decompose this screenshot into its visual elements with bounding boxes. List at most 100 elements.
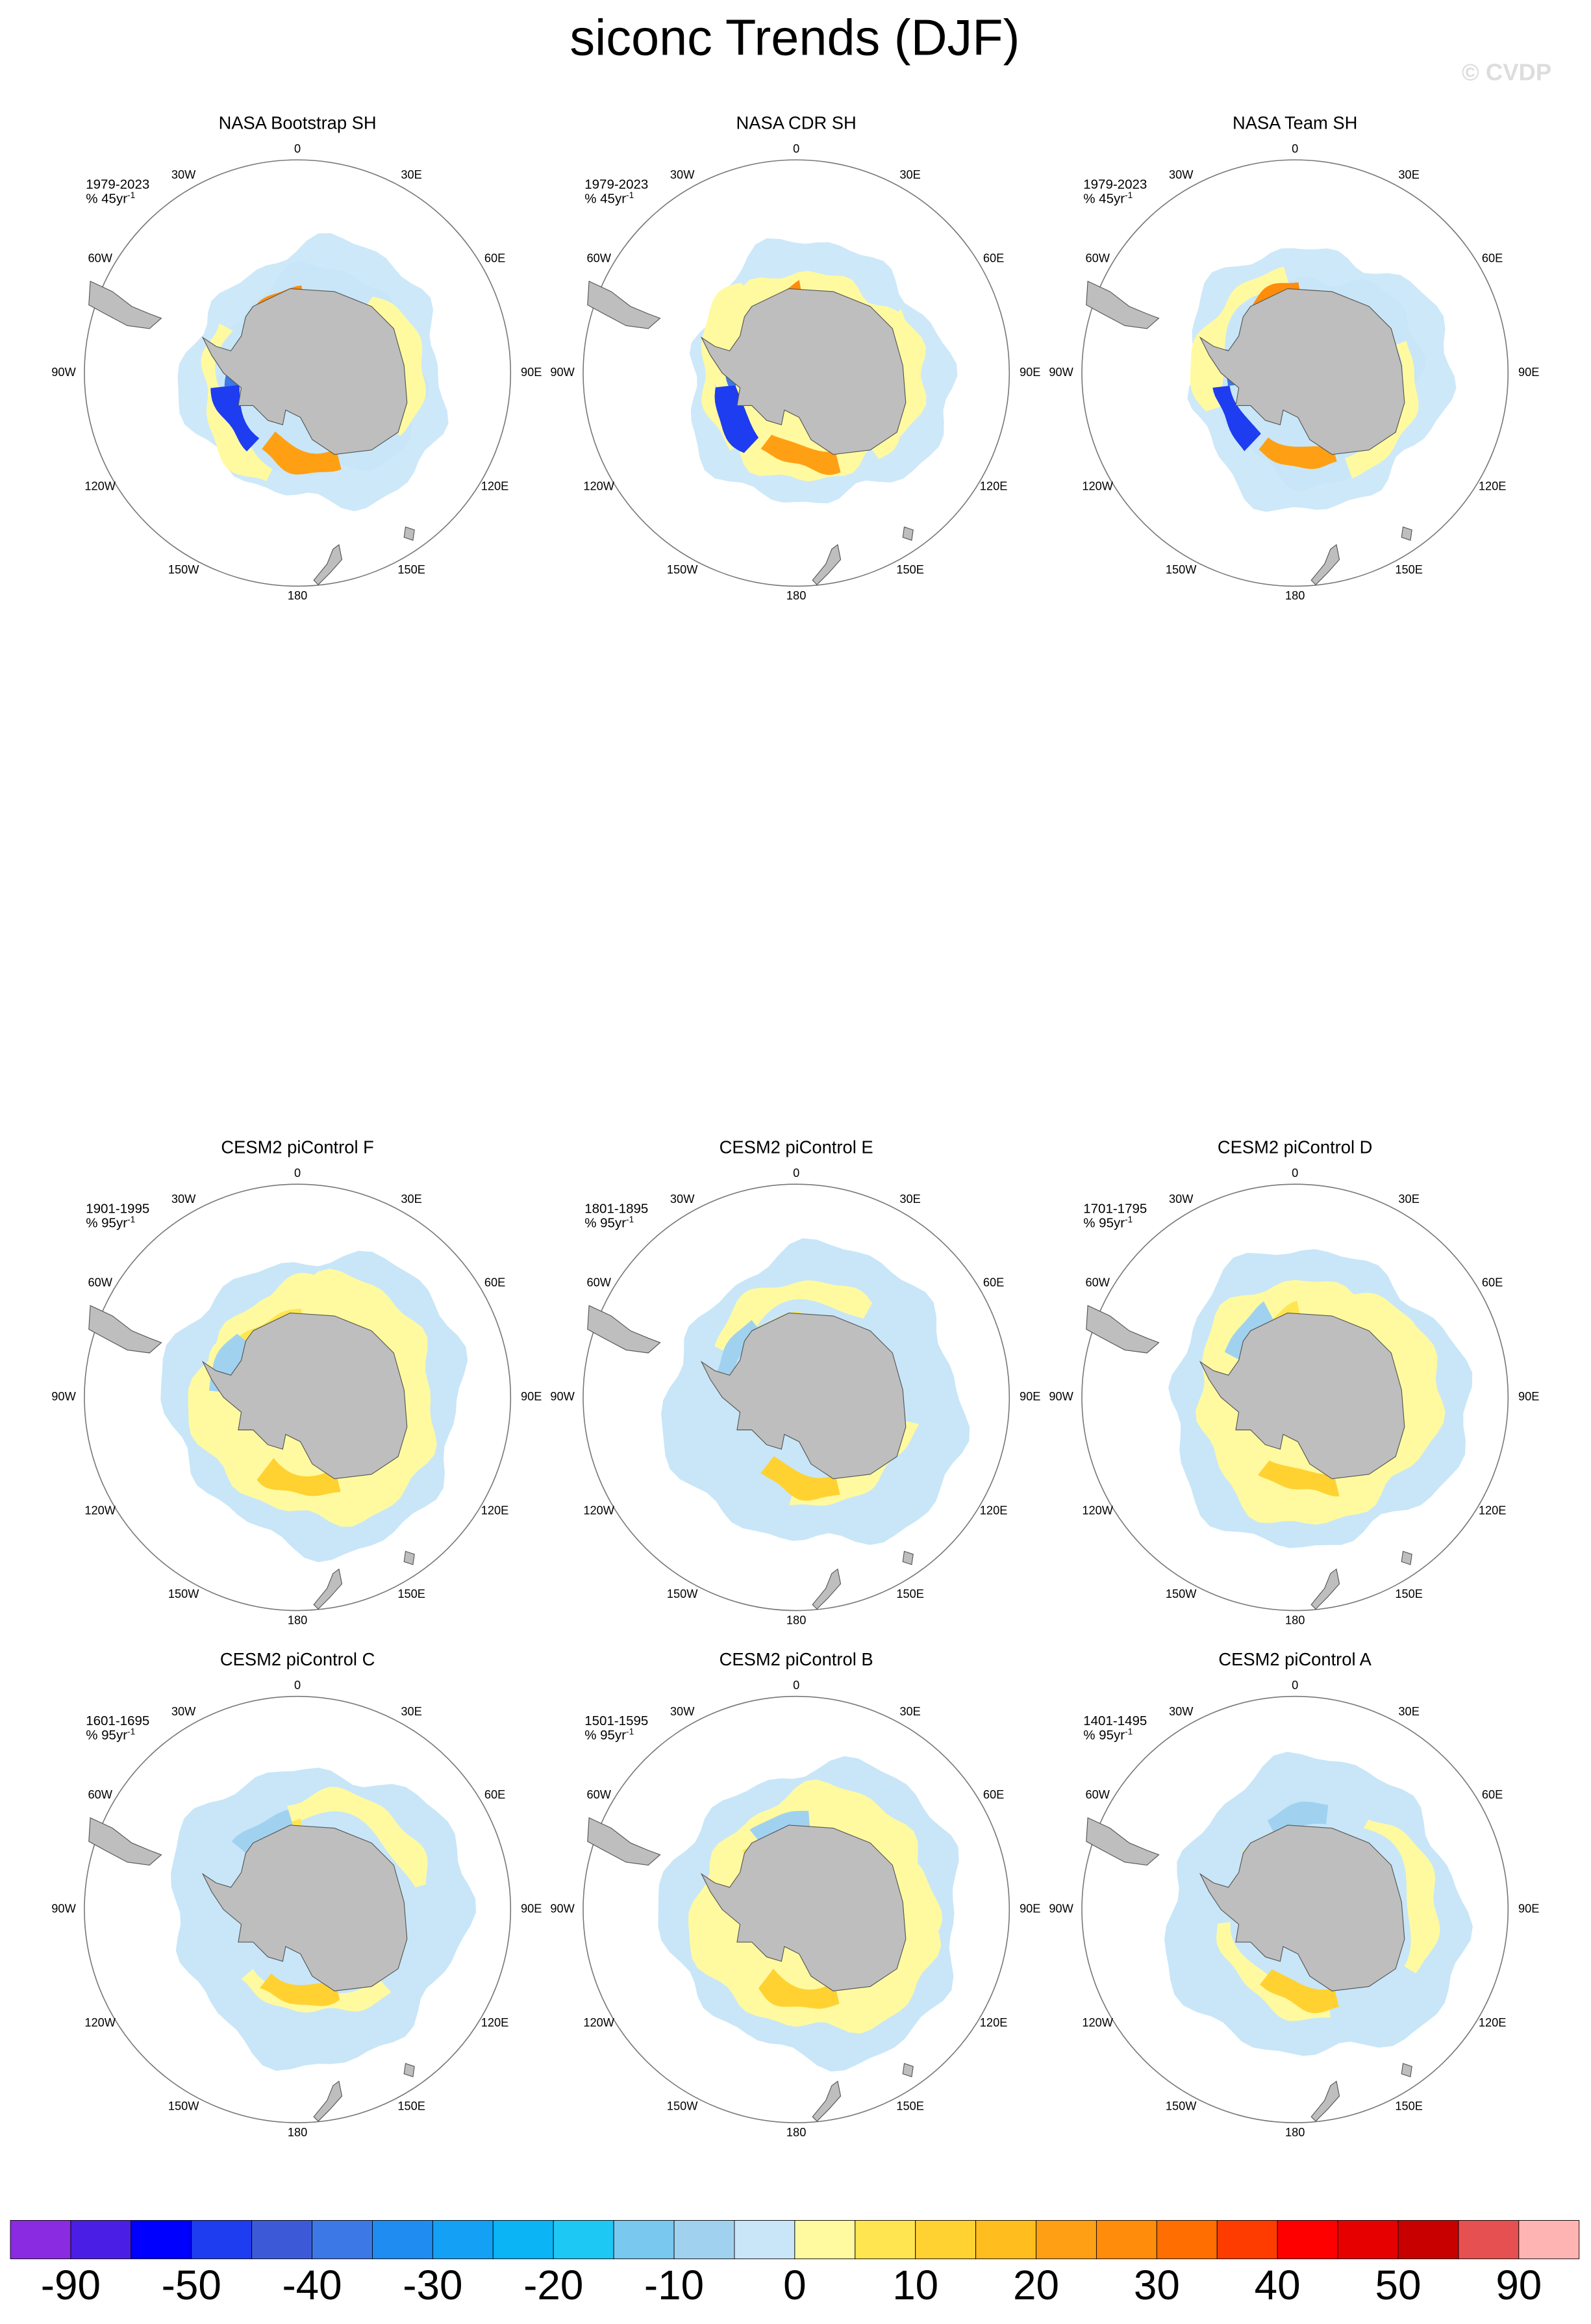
longitude-label: 120W: [583, 479, 614, 493]
longitude-label: 90W: [550, 365, 575, 379]
longitude-label: 150E: [397, 1587, 425, 1600]
longitude-label: 90W: [550, 1389, 575, 1403]
longitude-label: 150E: [1395, 562, 1423, 576]
longitude-label: 180: [786, 1613, 806, 1626]
colorbar-box: [1518, 2220, 1580, 2260]
longitude-label: 30W: [171, 1192, 196, 1206]
units-label: % 95yr-1: [86, 1726, 135, 1743]
longitude-label: 90E: [1518, 1389, 1539, 1403]
longitude-label: 120E: [980, 479, 1008, 493]
units-exponent: -1: [1125, 190, 1133, 199]
sea-ice-field: [287, 1786, 428, 1888]
colorbar-label: -90: [41, 2262, 101, 2308]
sea-ice-field: [760, 435, 841, 475]
colorbar-box: [1036, 2220, 1097, 2260]
longitude-label: 0: [793, 1166, 799, 1180]
longitude-label: 90W: [51, 1389, 76, 1403]
longitude-label: 60W: [1085, 251, 1110, 265]
longitude-label: 180: [288, 1613, 307, 1626]
longitude-label: 30W: [670, 1192, 695, 1206]
units-exponent: -1: [127, 1726, 135, 1736]
map-panel: CESM2 piControl D 1701-1795% 95yr-1 0 30E 60…: [1049, 1137, 1539, 1627]
units-text: % 95yr: [584, 1728, 626, 1743]
longitude-label: 120W: [84, 1504, 116, 1517]
longitude-label: 60E: [983, 1787, 1004, 1801]
map-boundary: [84, 1695, 512, 2123]
longitude-label: 120E: [980, 2015, 1008, 2029]
longitude-label: 150W: [168, 2099, 199, 2113]
longitude-label: 60W: [88, 251, 112, 265]
longitude-label: 90E: [1020, 1902, 1040, 1915]
colorbar-box: [794, 2220, 856, 2260]
longitude-label: 90E: [521, 1902, 542, 1915]
sea-ice-field: [714, 385, 759, 453]
colorbar-box: [70, 2220, 132, 2260]
period-label: 1801-1895: [584, 1201, 648, 1216]
map-boundary: [583, 1695, 1010, 2123]
landmass: [587, 1305, 661, 1354]
landmass: [1086, 281, 1160, 329]
longitude-label: 120W: [1082, 479, 1113, 493]
sea-ice-field: [210, 385, 260, 451]
colorbar-label: 40: [1255, 2262, 1301, 2308]
longitude-label: 120E: [1479, 2015, 1507, 2029]
longitude-label: 120E: [481, 1504, 509, 1517]
longitude-label: 60E: [484, 1787, 505, 1801]
longitude-label: 30E: [1398, 1192, 1419, 1206]
sea-ice-field: [260, 1973, 340, 2006]
longitude-label: 30W: [171, 1704, 196, 1718]
panel-title: CESM2 piControl B: [720, 1649, 873, 1669]
longitude-label: 90E: [521, 1389, 542, 1403]
units-exponent: -1: [1125, 1726, 1133, 1736]
landmass: [1086, 1305, 1160, 1354]
units-label: % 95yr-1: [1083, 1726, 1133, 1743]
period-label: 1979-2023: [584, 177, 648, 192]
longitude-label: 180: [786, 588, 806, 602]
longitude-label: 120W: [583, 2015, 614, 2029]
longitude-label: 60W: [1085, 1787, 1110, 1801]
map-boundary: [1081, 1695, 1509, 2123]
longitude-label: 30E: [1398, 1704, 1419, 1718]
longitude-label: 150E: [397, 2099, 425, 2113]
map-panel: NASA Team SH 1979-2023% 45yr-1 0 30E 60E 90E 1…: [1049, 113, 1539, 603]
sea-ice-field: [760, 1456, 840, 1501]
longitude-label: 30E: [401, 1192, 421, 1206]
watermark: © CVDP: [1462, 59, 1551, 86]
longitude-label: 60W: [88, 1276, 112, 1289]
sea-ice-field: [257, 1458, 341, 1497]
panel-title: NASA Team SH: [1233, 113, 1357, 133]
longitude-label: 0: [793, 1678, 799, 1692]
map-boundary: [1081, 159, 1509, 587]
longitude-label: 0: [1292, 142, 1298, 155]
colorbar-box: [1458, 2220, 1520, 2260]
colorbar-box: [492, 2220, 554, 2260]
landmass: [1086, 1817, 1160, 1866]
units-text: % 95yr: [1083, 1216, 1125, 1231]
sea-ice-field: [262, 431, 342, 475]
colorbar-label: -20: [523, 2262, 583, 2308]
panel-title: CESM2 piControl F: [221, 1137, 373, 1157]
longitude-label: 150W: [1166, 2099, 1197, 2113]
colorbar-box: [915, 2220, 977, 2260]
longitude-label: 120W: [1082, 2015, 1113, 2029]
longitude-label: 30E: [401, 168, 421, 181]
colorbar-label: 50: [1375, 2262, 1421, 2308]
colorbar-box: [251, 2220, 313, 2260]
longitude-label: 60W: [88, 1787, 112, 1801]
map-panel: CESM2 piControl E 1801-1895% 95yr-1 0 30E 60…: [550, 1137, 1040, 1627]
map-panel: CESM2 piControl B 1501-1595% 95yr-1 0 30E 60…: [550, 1649, 1040, 2139]
longitude-label: 30E: [899, 1192, 920, 1206]
sea-ice-field: [1190, 266, 1290, 412]
sea-ice-field: [1242, 1285, 1416, 1341]
colorbar-box: [1397, 2220, 1459, 2260]
longitude-label: 0: [793, 142, 799, 155]
sea-ice-field: [1344, 340, 1419, 479]
longitude-label: 120E: [481, 479, 509, 493]
panel-title: NASA CDR SH: [736, 113, 857, 133]
units-text: % 95yr: [86, 1728, 127, 1743]
units-exponent: -1: [626, 1214, 634, 1224]
units-label: % 45yr-1: [86, 190, 135, 207]
longitude-label: 60E: [983, 251, 1004, 265]
